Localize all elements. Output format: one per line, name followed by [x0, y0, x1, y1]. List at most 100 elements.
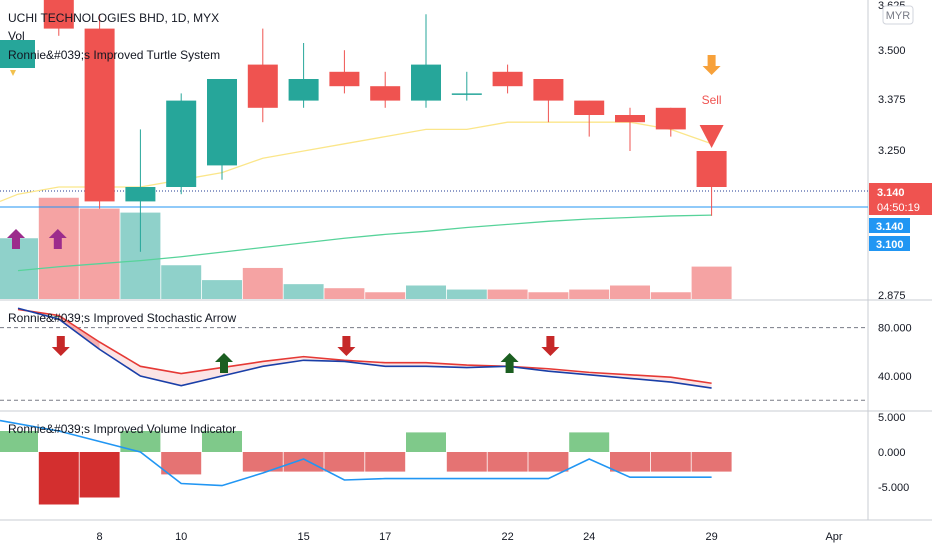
- volume-ma-line: [17, 214, 712, 272]
- volume-indicator-bar: [569, 432, 610, 452]
- line-price-label: 3.140: [876, 221, 904, 233]
- line-price-badge: [869, 218, 910, 233]
- sell-arrow-icon: [702, 55, 721, 75]
- time-axis-label: 24: [583, 531, 595, 543]
- candle-body: [166, 100, 197, 187]
- stoch-tick-label: 80.000: [878, 323, 912, 335]
- price-tick-label: 2.875: [878, 290, 906, 302]
- candle-body: [288, 79, 319, 101]
- volume-bar: [283, 284, 324, 299]
- turtle-up-arrow: [48, 229, 67, 249]
- marker-icon: [10, 70, 16, 76]
- volume-indicator-bar: [487, 452, 528, 472]
- volume-indicator-bar: [528, 452, 569, 472]
- candle-body: [696, 151, 727, 187]
- volume-indicator-bar: [406, 432, 446, 452]
- volume-bar: [528, 292, 569, 299]
- stoch-k-line: [17, 308, 712, 385]
- volume-indicator-bar: [365, 452, 406, 472]
- stoch-fill: [385, 362, 426, 367]
- stoch-d-line: [17, 307, 712, 389]
- candle-body: [125, 187, 156, 202]
- currency-label: MYR: [886, 10, 911, 22]
- stoch-fill: [99, 342, 141, 376]
- volume-indicator-tick-label: -5.000: [878, 482, 909, 494]
- stoch-down-arrow: [51, 336, 70, 356]
- time-axis-label: 8: [97, 531, 103, 543]
- line-price-label: 3.100: [876, 239, 904, 251]
- volume-indicator-bar: [283, 452, 324, 472]
- price-tick-label: 3.375: [878, 94, 906, 106]
- time-axis-label: 15: [297, 531, 309, 543]
- volume-legend: Vol: [8, 29, 25, 43]
- volume-indicator-bar: [120, 431, 161, 452]
- time-axis-label: 22: [501, 531, 513, 543]
- turtle-indicator-legend: Ronnie&#039;s Improved Turtle System: [8, 48, 220, 62]
- volume-bar: [324, 288, 365, 299]
- volume-bar: [650, 292, 691, 299]
- volume-bar: [202, 280, 242, 299]
- volume-indicator-bar: [691, 452, 732, 472]
- stoch-fill: [670, 377, 712, 389]
- volume-bar: [610, 285, 650, 299]
- volume-bar: [406, 285, 446, 299]
- candle-body: [655, 107, 686, 130]
- volume-indicator-bar: [650, 452, 691, 472]
- volume-bar: [487, 289, 528, 299]
- candle-body: [84, 28, 115, 202]
- volume-indicator-bar: [38, 452, 79, 505]
- volume-indicator-legend: Ronnie&#039;s Improved Volume Indicator: [8, 422, 236, 436]
- time-axis-label: 29: [705, 531, 717, 543]
- candle-body: [574, 100, 605, 115]
- sell-label: Sell: [702, 93, 722, 107]
- volume-indicator-bar: [610, 452, 650, 472]
- stochastic-indicator-legend: Ronnie&#039;s Improved Stochastic Arrow: [8, 311, 236, 325]
- volume-indicator-line: [0, 419, 712, 487]
- turtle-up-arrow: [7, 229, 25, 249]
- price-tick-label: 3.250: [878, 145, 906, 157]
- candle-body: [247, 64, 278, 108]
- stoch-up-arrow: [500, 353, 519, 373]
- candle-body: [370, 86, 401, 101]
- candle-body: [533, 79, 564, 101]
- line-price-badge: [869, 236, 910, 251]
- last-price-label: 3.140: [877, 187, 905, 199]
- last-price-badge: [869, 183, 932, 215]
- volume-indicator-bar: [446, 452, 487, 472]
- first-candle-highlight: [0, 40, 35, 68]
- volume-indicator-bar: [161, 452, 202, 475]
- volume-indicator-bar: [324, 452, 365, 472]
- stoch-tick-label: 40.000: [878, 371, 912, 383]
- candle-body: [451, 93, 482, 95]
- volume-indicator-bar: [79, 452, 120, 498]
- volume-bar: [242, 267, 283, 299]
- stoch-fill: [222, 361, 263, 376]
- volume-bar: [161, 265, 202, 299]
- candle-body: [615, 115, 645, 123]
- volume-indicator-tick-label: 0.000: [878, 447, 906, 459]
- price-tick-label: 3.500: [878, 45, 906, 57]
- stoch-up-arrow: [215, 353, 233, 373]
- candle-body: [411, 64, 441, 101]
- time-axis-label: 10: [175, 531, 187, 543]
- stoch-down-arrow: [337, 336, 356, 356]
- volume-bar: [569, 289, 610, 299]
- volume-indicator-tick-label: 5.000: [878, 412, 906, 424]
- symbol-title: UCHI TECHNOLOGIES BHD, 1D, MYX: [8, 11, 219, 25]
- candle-body: [329, 71, 360, 87]
- time-axis-label: 17: [379, 531, 391, 543]
- volume-bar: [365, 292, 406, 299]
- sell-triangle-icon: [699, 125, 724, 148]
- countdown-label: 04:50:19: [877, 202, 920, 214]
- volume-bar: [691, 266, 732, 299]
- stoch-down-arrow: [541, 336, 560, 356]
- candle-body: [492, 71, 523, 87]
- candle-body: [207, 79, 237, 166]
- candle-body: [43, 0, 74, 29]
- volume-bar: [446, 289, 487, 299]
- volume-indicator-bar: [202, 431, 242, 452]
- volume-bar: [79, 208, 120, 299]
- stoch-fill: [262, 356, 304, 367]
